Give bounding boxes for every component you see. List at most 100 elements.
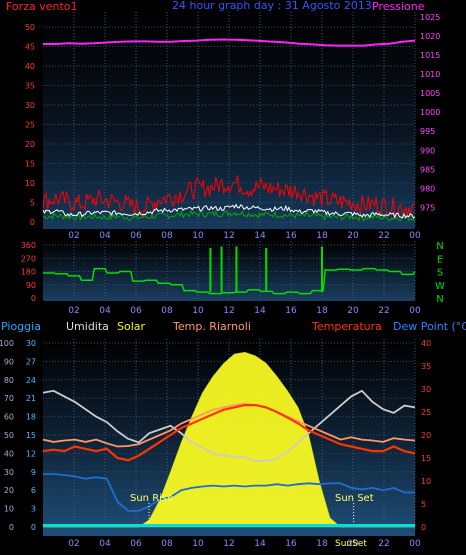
- legend-dew-point: Dew Point (°C): [393, 320, 466, 333]
- pressure-series: [43, 38, 416, 47]
- humidity-y-tick: 30: [26, 339, 36, 348]
- x-tick-label: 02: [68, 539, 79, 549]
- wind-y-tick: 20: [25, 140, 35, 149]
- wind-y-tick: 30: [25, 101, 35, 110]
- direction-y-tick: 90: [26, 281, 36, 290]
- x-tick-label: 14: [254, 306, 266, 316]
- sun-rise-label: Sun Rise: [130, 493, 173, 504]
- sun-set-label: Sun Set: [335, 493, 374, 504]
- wind-y-tick: 40: [25, 62, 35, 71]
- x-tick-label: 18: [316, 306, 328, 316]
- wind-y-tick: 0: [30, 218, 35, 227]
- x-tick-label: 22: [378, 231, 389, 241]
- pressure-y-tick: 1005: [420, 89, 440, 98]
- temp-y-tick: 25: [421, 408, 431, 417]
- legend-umidita: Umidita: [66, 320, 109, 333]
- pressure-y-tick: 990: [420, 146, 435, 155]
- x-tick-label: 04: [99, 306, 111, 316]
- rain-y-tick: 80: [4, 376, 14, 385]
- x-tick-label: 22: [378, 539, 389, 549]
- legend-pioggia: Pioggia: [1, 320, 41, 333]
- x-tick-label: 06: [130, 306, 142, 316]
- direction-y-tick: 0: [31, 294, 36, 303]
- rain-y-tick: 20: [4, 486, 14, 495]
- x-tick-label: 04: [99, 539, 111, 549]
- rain-y-tick: 70: [4, 394, 14, 403]
- x-tick-label: 16: [285, 231, 297, 241]
- direction-y-tick: 180: [21, 268, 36, 277]
- x-tick-label: 00: [409, 231, 421, 241]
- temp-riarnoli-series: [42, 402, 416, 448]
- temp-y-tick: 35: [421, 362, 431, 371]
- pressure-y-tick: 975: [420, 203, 435, 212]
- pressure-y-tick: 1025: [420, 13, 440, 22]
- rain-y-tick: 50: [4, 431, 14, 440]
- temp-y-tick: 10: [421, 477, 431, 486]
- humidity-y-tick: 6: [31, 486, 36, 495]
- temp-y-tick: 40: [421, 339, 431, 348]
- temp-y-tick: 15: [421, 454, 431, 463]
- pressure-y-tick: 1000: [420, 108, 440, 117]
- x-tick-label: 10: [192, 539, 204, 549]
- legend-temp-riarnoli: Temp. Riarnoli: [172, 320, 251, 333]
- x-tick-label: 20: [347, 539, 359, 549]
- x-tick-label: 10: [192, 306, 204, 316]
- rain-y-tick: 40: [4, 449, 14, 458]
- wind-avg-series: [42, 203, 416, 219]
- compass-label: N: [436, 294, 443, 305]
- wind-axis-title: Forza vento1: [6, 0, 78, 13]
- direction-series: [43, 267, 416, 295]
- compass-label: S: [437, 268, 443, 279]
- legend-solar: Solar: [117, 320, 146, 333]
- wind-y-tick: 25: [25, 121, 35, 130]
- pressure-y-tick: 980: [420, 184, 435, 193]
- x-tick-label: 08: [161, 306, 173, 316]
- humidity-series: [42, 389, 416, 462]
- wind-y-tick: 50: [25, 23, 35, 32]
- humidity-y-tick: 9: [31, 468, 36, 477]
- x-tick-label: 22: [378, 306, 389, 316]
- humidity-y-tick: 21: [26, 394, 36, 403]
- wind-y-tick: 5: [30, 199, 35, 208]
- x-tick-label: 12: [223, 306, 234, 316]
- wind-y-tick: 10: [25, 179, 35, 188]
- rain-y-tick: 90: [4, 357, 14, 366]
- humidity-y-tick: 3: [31, 505, 36, 514]
- dewpoint-series: [43, 473, 415, 512]
- humidity-y-tick: 18: [26, 413, 36, 422]
- pressure-axis-title: Pressione: [372, 0, 425, 13]
- x-tick-label: 08: [161, 539, 173, 549]
- x-tick-label: 14: [254, 231, 266, 241]
- sunset-axis-label: SunSet: [335, 539, 367, 549]
- compass-label: W: [435, 281, 445, 292]
- temp-y-tick: 30: [421, 385, 431, 394]
- wind-gust-series: [42, 175, 416, 218]
- humidity-y-tick: 24: [26, 376, 36, 385]
- humidity-y-tick: 15: [26, 431, 36, 440]
- x-tick-label: 06: [130, 231, 142, 241]
- x-tick-label: 02: [68, 306, 79, 316]
- x-tick-label: 12: [223, 539, 234, 549]
- wind-y-tick: 15: [25, 160, 35, 169]
- rain-y-tick: 10: [4, 505, 14, 514]
- x-tick-label: 10: [192, 231, 204, 241]
- x-tick-label: 04: [99, 231, 111, 241]
- rain-y-tick: 0: [9, 523, 14, 532]
- x-tick-label: 02: [68, 231, 79, 241]
- chart-title: 24 hour graph day : 31 Agosto 2013: [172, 0, 372, 12]
- x-tick-label: 16: [285, 306, 297, 316]
- compass-label: N: [436, 241, 443, 252]
- direction-y-tick: 360: [21, 241, 36, 250]
- pressure-y-tick: 1010: [420, 70, 440, 79]
- compass-label: E: [437, 254, 443, 265]
- rain-y-tick: 100: [0, 339, 14, 348]
- x-tick-label: 18: [316, 231, 328, 241]
- pressure-y-tick: 1015: [420, 51, 440, 60]
- pressure-y-tick: 1020: [420, 32, 440, 41]
- x-tick-label: 20: [347, 306, 359, 316]
- direction-y-tick: 270: [21, 254, 36, 263]
- humidity-y-tick: 12: [26, 449, 36, 458]
- wind-y-tick: 45: [25, 43, 35, 52]
- temp-y-tick: 20: [421, 431, 431, 440]
